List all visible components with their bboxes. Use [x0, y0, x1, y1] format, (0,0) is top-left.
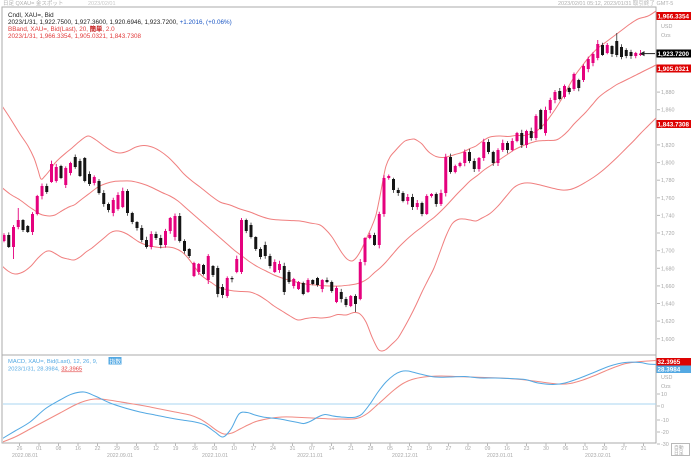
svg-text:02: 02: [465, 446, 471, 452]
svg-text:2022.09.01: 2022.09.01: [107, 453, 133, 459]
svg-text:2022.08.01: 2022.08.01: [12, 453, 38, 459]
svg-text:1,905.0321: 1,905.0321: [658, 66, 690, 73]
svg-text:USD: USD: [661, 375, 672, 381]
svg-text:01: 01: [36, 446, 42, 452]
svg-text:12: 12: [153, 446, 159, 452]
svg-text:1,600: 1,600: [661, 337, 675, 343]
svg-text:指数: 指数: [110, 358, 122, 366]
svg-text:Ozs: Ozs: [661, 33, 671, 39]
svg-text:1,880: 1,880: [661, 90, 675, 96]
svg-text:BBand, XAU=, Bid(Last), 20, 簡単: BBand, XAU=, Bid(Last), 20, 簡単, 2.0: [8, 24, 115, 33]
svg-text:2023/1/31, 1,922.7500, 1,927.3: 2023/1/31, 1,922.7500, 1,927.3600, 1,920…: [8, 19, 232, 26]
svg-text:03: 03: [212, 446, 218, 452]
svg-text:1,620: 1,620: [661, 319, 675, 325]
svg-text:2023.02.01: 2023.02.01: [585, 453, 611, 459]
svg-text:1,800: 1,800: [661, 161, 675, 167]
svg-text:29: 29: [114, 446, 120, 452]
svg-text:2023/02/01 05:12, 2023/01/31 取: 2023/02/01 05:12, 2023/01/31 取引終了 GMT-5: [558, 0, 673, 7]
svg-text:自動: 自動: [674, 444, 684, 451]
svg-text:1,720: 1,720: [661, 231, 675, 237]
svg-text:2023/1/31, 1,966.3354, 1,905.0: 2023/1/31, 1,966.3354, 1,905.0321, 1,843…: [8, 33, 142, 40]
svg-text:Ozs: Ozs: [661, 384, 671, 390]
svg-text:32.3965: 32.3965: [658, 359, 681, 366]
svg-text:1,680: 1,680: [661, 266, 675, 272]
svg-text:30: 30: [543, 446, 549, 452]
svg-text:14: 14: [329, 446, 335, 452]
svg-text:日足: 日足: [674, 451, 684, 457]
svg-text:2022.11.01: 2022.11.01: [297, 453, 323, 459]
svg-text:1,780: 1,780: [661, 178, 675, 184]
svg-text:10: 10: [231, 446, 237, 452]
svg-text:08: 08: [56, 446, 62, 452]
svg-text:-30: -30: [661, 442, 669, 448]
svg-text:2022.12.01: 2022.12.01: [392, 453, 418, 459]
svg-text:12: 12: [407, 446, 413, 452]
svg-text:1,640: 1,640: [661, 302, 675, 308]
svg-text:21: 21: [348, 446, 354, 452]
svg-text:28: 28: [368, 446, 374, 452]
svg-text:27: 27: [621, 446, 627, 452]
svg-text:2023/1/31, 28.3984, 32.3965: 2023/1/31, 28.3984, 32.3965: [8, 367, 82, 373]
svg-text:31: 31: [290, 446, 296, 452]
svg-text:09: 09: [485, 446, 491, 452]
svg-text:-20: -20: [661, 430, 669, 436]
svg-text:28.3984: 28.3984: [658, 367, 681, 374]
svg-text:16: 16: [75, 446, 81, 452]
svg-text:日足 QXAU= 金スポット: 日足 QXAU= 金スポット: [3, 0, 63, 7]
svg-text:1,820: 1,820: [661, 143, 675, 149]
svg-text:24: 24: [270, 446, 276, 452]
svg-text:07: 07: [309, 446, 315, 452]
svg-text:06: 06: [563, 446, 569, 452]
svg-text:17: 17: [251, 446, 257, 452]
svg-text:19: 19: [173, 446, 179, 452]
svg-text:2023/02/01: 2023/02/01: [88, 1, 116, 7]
svg-text:05: 05: [387, 446, 393, 452]
svg-text:1,860: 1,860: [661, 108, 675, 114]
svg-text:16: 16: [504, 446, 510, 452]
svg-text:22: 22: [95, 446, 101, 452]
svg-text:-10: -10: [661, 418, 669, 424]
svg-text:1,700: 1,700: [661, 249, 675, 255]
svg-text:10: 10: [661, 392, 667, 398]
svg-text:1,843.7308: 1,843.7308: [658, 122, 690, 129]
svg-text:Cndl, XAU=, Bid: Cndl, XAU=, Bid: [8, 12, 54, 19]
svg-text:20: 20: [602, 446, 608, 452]
svg-text:19: 19: [426, 446, 432, 452]
svg-text:1,740: 1,740: [661, 213, 675, 219]
svg-text:31: 31: [641, 446, 647, 452]
svg-text:26: 26: [192, 446, 198, 452]
svg-text:1,966.3354: 1,966.3354: [658, 14, 690, 21]
svg-text:13: 13: [582, 446, 588, 452]
svg-text:2022.10.01: 2022.10.01: [202, 453, 228, 459]
svg-text:05: 05: [134, 446, 140, 452]
svg-text:MACD, XAU=, Bid(Last), 12, 26,: MACD, XAU=, Bid(Last), 12, 26, 9,: [8, 359, 98, 365]
svg-text:1,923.7200: 1,923.7200: [658, 51, 690, 58]
svg-text:0: 0: [661, 404, 664, 410]
svg-text:1,660: 1,660: [661, 284, 675, 290]
svg-text:27: 27: [446, 446, 452, 452]
svg-text:26: 26: [17, 446, 23, 452]
svg-text:2023.01.01: 2023.01.01: [487, 453, 513, 459]
svg-text:USD: USD: [661, 24, 672, 30]
svg-text:23: 23: [524, 446, 530, 452]
svg-text:1,760: 1,760: [661, 196, 675, 202]
